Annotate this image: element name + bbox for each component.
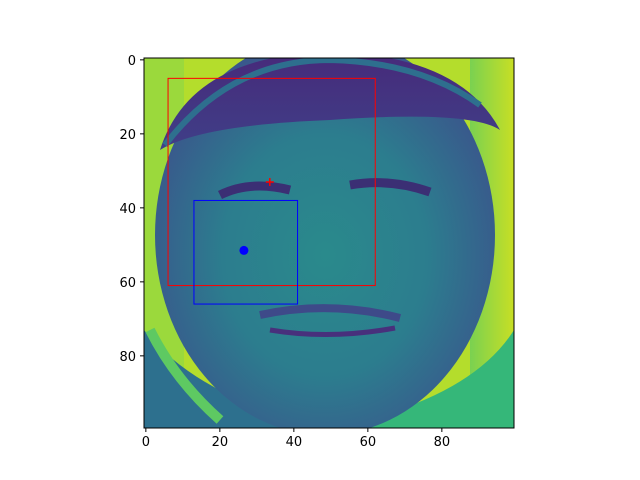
axes-frame [143,57,515,429]
x-tick-label-0: 0 [142,435,150,450]
y-tick-label-40: 40 [119,202,136,217]
blue-box [193,199,299,305]
face-image [144,58,514,428]
y-tick-label-20: 20 [119,128,136,143]
y-tick-label-80: 80 [119,350,136,365]
x-tick-label-80: 80 [434,435,451,450]
y-tick-label-0: 0 [128,54,136,69]
y-tick-label-60: 60 [119,276,136,291]
x-tick-label-20: 20 [212,435,229,450]
x-tick-label-40: 40 [286,435,303,450]
x-tick-label-60: 60 [360,435,377,450]
y-axis: 0 20 40 60 80 [119,54,144,365]
x-axis: 0 20 40 60 80 [142,428,450,450]
red-plus [265,177,274,186]
red-box [167,77,376,287]
blue-dot [239,245,249,255]
